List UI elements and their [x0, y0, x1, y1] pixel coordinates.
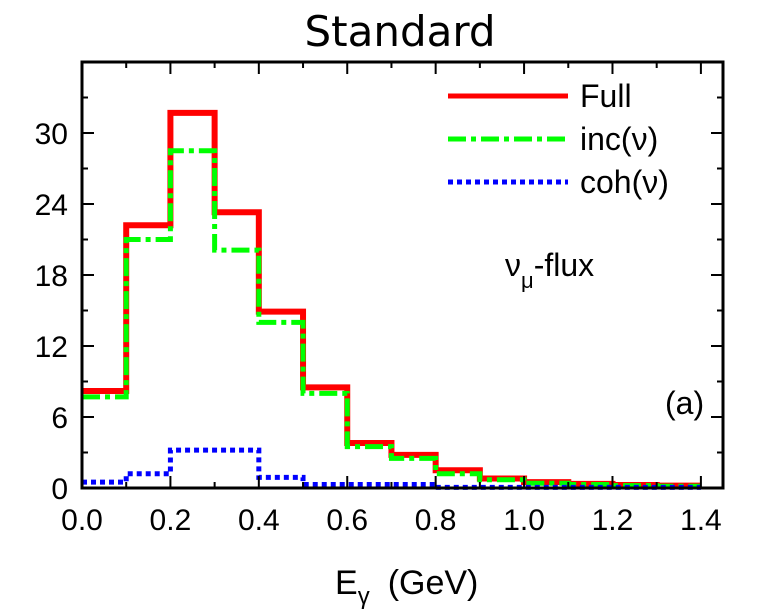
- x-tick-label: 0.6: [326, 504, 368, 537]
- y-tick-label: 12: [35, 331, 68, 364]
- x-tick-label: 1.4: [680, 504, 722, 537]
- y-tick-label: 24: [35, 189, 68, 222]
- y-tick-label: 30: [35, 118, 68, 151]
- chart-title: Standard: [304, 7, 495, 56]
- x-axis-label-sub: γ: [358, 583, 370, 610]
- x-axis-label-unit: (GeV): [388, 564, 479, 602]
- x-tick-label: 0.4: [238, 504, 280, 537]
- series-inc-step-line: [82, 148, 701, 489]
- legend-label-inc: inc(ν): [580, 121, 658, 157]
- y-tick-label: 18: [35, 260, 68, 293]
- y-tick-label: 6: [51, 402, 68, 435]
- svg-text:νμ-flux: νμ-flux: [505, 247, 594, 293]
- x-tick-label: 1.0: [503, 504, 545, 537]
- x-axis-label: Eγ (GeV): [335, 564, 478, 610]
- x-tick-label: 0.2: [150, 504, 192, 537]
- legend: Full inc(ν) coh(ν): [448, 78, 669, 200]
- flux-text: -flux: [534, 247, 594, 283]
- x-tick-label: 0.8: [415, 504, 457, 537]
- x-tick-label: 1.2: [592, 504, 634, 537]
- legend-label-full: Full: [580, 78, 632, 114]
- x-tick-label: 0.0: [61, 504, 103, 537]
- flux-nu: ν: [505, 247, 521, 283]
- y-tick-label: 0: [51, 473, 68, 506]
- flux-annotation: νμ-flux: [505, 247, 594, 293]
- panel-label: (a): [665, 385, 704, 421]
- x-axis-label-main: E: [335, 564, 358, 602]
- legend-label-coh: coh(ν): [580, 164, 669, 200]
- flux-mu-subscript: μ: [521, 268, 534, 293]
- series-coh-step-line: [82, 447, 701, 490]
